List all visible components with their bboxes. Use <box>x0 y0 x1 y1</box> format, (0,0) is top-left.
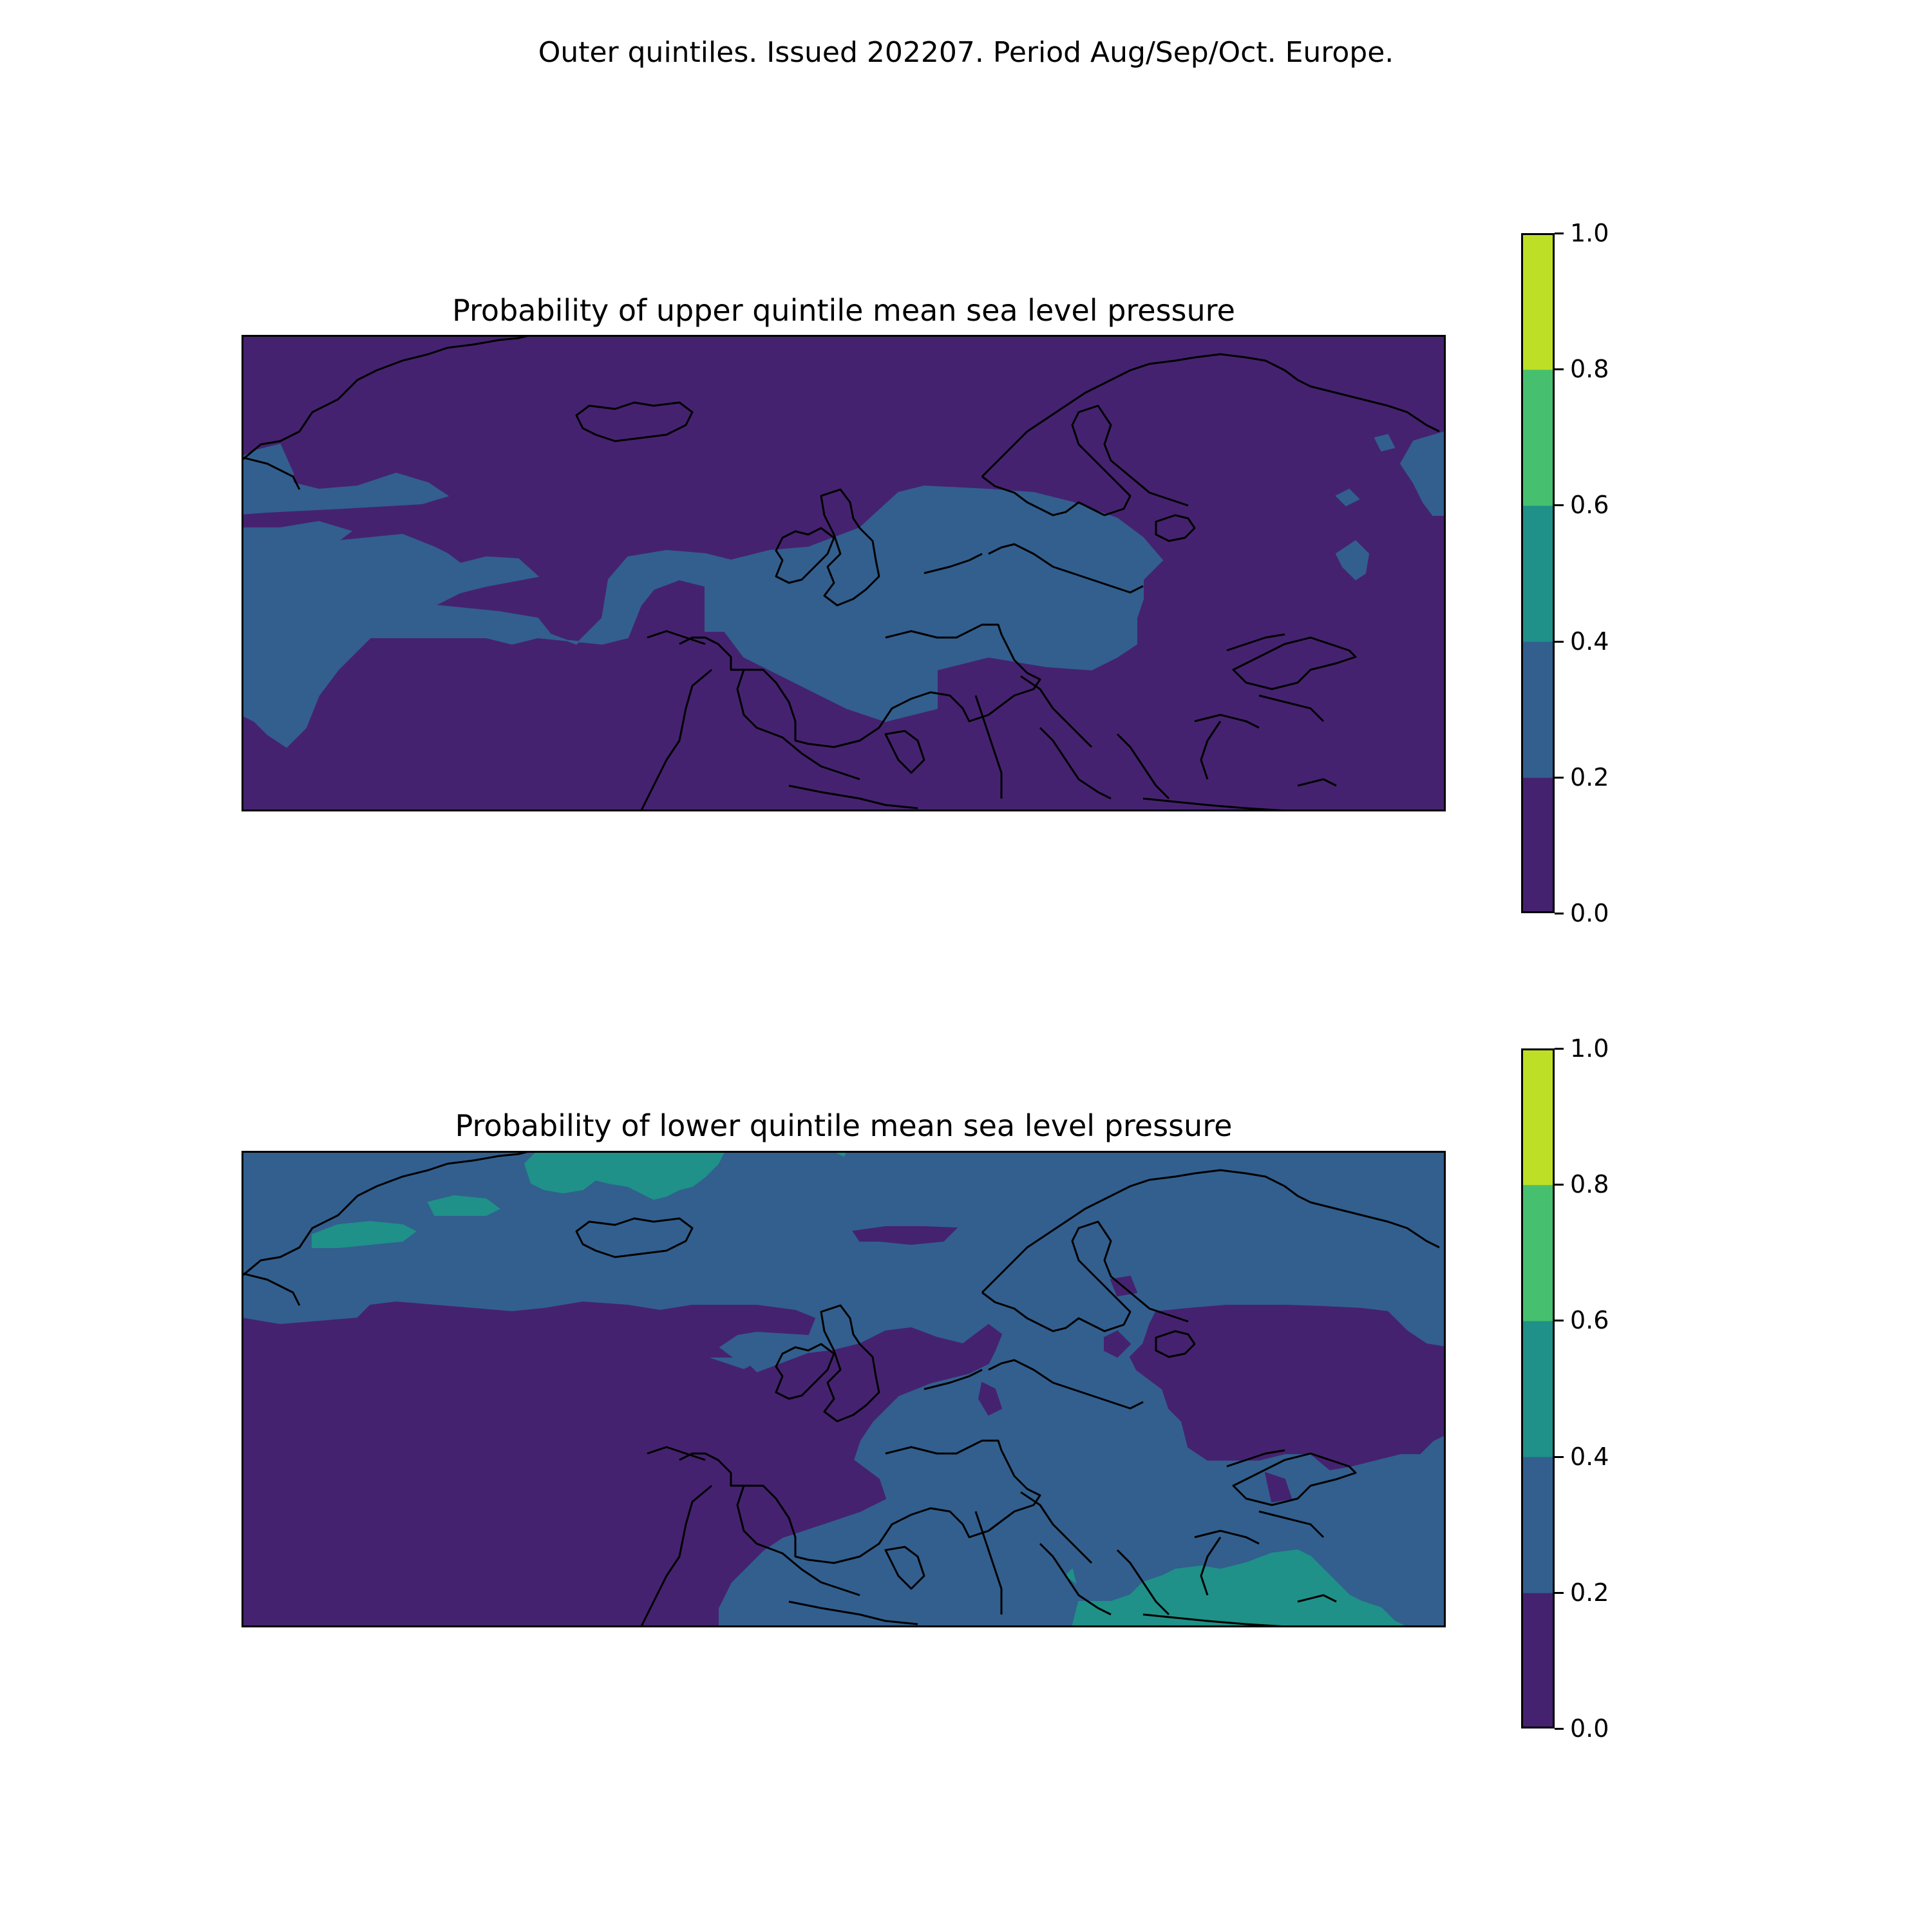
colorbar-tick-label: 0.4 <box>1570 1442 1609 1471</box>
colorbar-tick-label: 0.4 <box>1570 627 1609 656</box>
field-region-0.2-0.4-small2 <box>1335 488 1360 507</box>
colorbar-bin-1 <box>1520 1455 1555 1593</box>
colorbar-bin-3 <box>1520 368 1555 506</box>
colorbar-tick-label: 0.8 <box>1570 1170 1609 1199</box>
colorbar-tick-label: 1.0 <box>1570 219 1609 247</box>
colorbar-tick-label: 0.2 <box>1570 1578 1609 1607</box>
colorbar-tick-label: 0.6 <box>1570 1306 1609 1335</box>
colorbar-bin-2 <box>1520 504 1555 642</box>
field-region-0.0-0.2-iceland-bay <box>852 1226 958 1245</box>
field-region-0.2-0.4-small3 <box>1335 540 1370 581</box>
field-region-0.2-0.4-atlantic <box>242 443 450 515</box>
colorbar-lower-ticks: 0.0 0.2 0.4 0.6 0.8 1.0 <box>1555 1034 1683 1743</box>
colorbar-bin-3 <box>1520 1184 1555 1321</box>
field-region-0.4-0.6-greenland2 <box>427 1195 500 1216</box>
colorbar-tick-label: 0.6 <box>1570 491 1609 520</box>
figure-suptitle: Outer quintiles. Issued 202207. Period A… <box>538 36 1394 69</box>
map-upper-quintile <box>242 335 1446 811</box>
colorbar-tick-label: 0.0 <box>1570 1714 1609 1743</box>
map-frame <box>242 335 1446 811</box>
colorbar-bin-0 <box>1520 1591 1555 1729</box>
map-lower-quintile <box>242 1151 1446 1627</box>
colorbar-bin-4 <box>1520 232 1555 370</box>
colorbar-lower <box>1520 1048 1555 1729</box>
colorbar-frame <box>1521 233 1555 913</box>
map-frame <box>242 1151 1446 1627</box>
field-region-0.2-0.4-atlantic2 <box>242 485 1164 748</box>
field-region-0.4-0.6-italy <box>1065 1568 1077 1584</box>
field-region-0.0-0.2-blacksea <box>1264 1472 1293 1503</box>
colorbar-bin-2 <box>1520 1320 1555 1457</box>
field-region-0.0-0.2-alps <box>978 1381 1003 1416</box>
field-region-0.4-0.6-east-med <box>1071 1549 1408 1627</box>
colorbar-bin-4 <box>1520 1048 1555 1186</box>
colorbar-frame <box>1521 1048 1555 1728</box>
colorbar-upper <box>1520 232 1555 914</box>
field-region-0.2-0.4-cspian <box>1399 430 1446 516</box>
field-region-0.2-0.4-small1 <box>1374 433 1396 452</box>
field-region-0.0-0.2-baltic2 <box>1104 1330 1132 1358</box>
panel-title-lower: Probability of lower quintile mean sea l… <box>455 1108 1233 1143</box>
colorbar-upper-ticks: 0.0 0.2 0.4 0.6 0.8 1.0 <box>1555 219 1683 927</box>
field-region-0.4-0.6-iceland <box>524 1151 726 1200</box>
coastlines <box>242 1151 1440 1627</box>
colorbar-bin-1 <box>1520 640 1555 778</box>
panel-title-upper: Probability of upper quintile mean sea l… <box>452 293 1235 328</box>
colorbar-tick-label: 1.0 <box>1570 1034 1609 1063</box>
colorbar-bin-0 <box>1520 776 1555 914</box>
field-region-0.4-0.6-greenland <box>312 1220 417 1248</box>
colorbar-tick-label: 0.0 <box>1570 899 1609 927</box>
colorbar-tick-label: 0.8 <box>1570 355 1609 384</box>
colorbar-tick-label: 0.2 <box>1570 762 1609 791</box>
coastlines <box>242 335 1440 811</box>
